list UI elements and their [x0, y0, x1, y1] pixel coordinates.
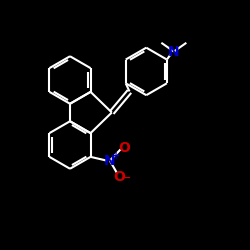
Text: O: O	[118, 141, 130, 155]
Text: O: O	[114, 170, 125, 184]
Text: −: −	[122, 172, 132, 182]
Text: N: N	[104, 154, 116, 168]
Text: N: N	[168, 44, 180, 59]
Text: +: +	[112, 151, 120, 161]
